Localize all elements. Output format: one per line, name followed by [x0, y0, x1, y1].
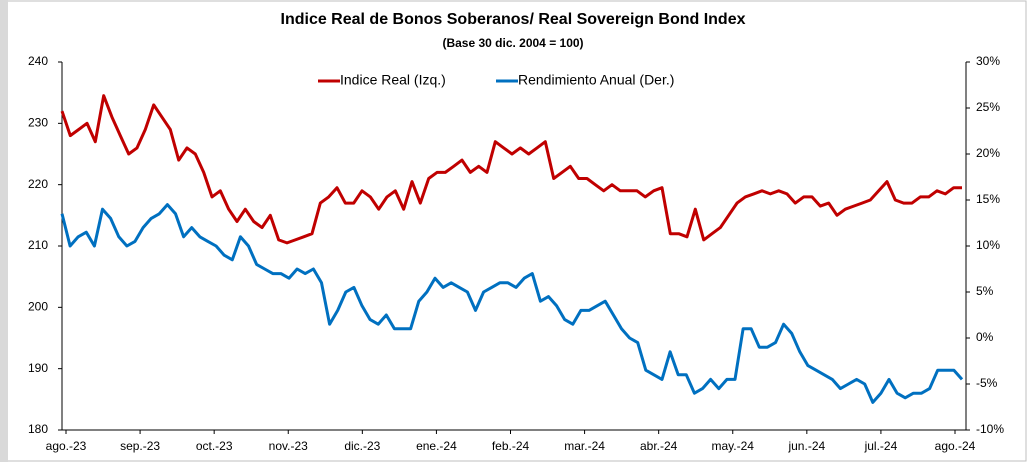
- x-tick-label: nov.-23: [269, 439, 308, 453]
- x-tick-label: may.-24: [712, 439, 755, 453]
- y2-tick-label: -5%: [976, 376, 998, 390]
- y2-tick-label: 10%: [976, 238, 1000, 252]
- x-tick-label: ene.-24: [416, 439, 457, 453]
- y2-tick-label: 15%: [976, 192, 1000, 206]
- y-tick-label: 190: [28, 361, 48, 375]
- legend-label: Indice Real (Izq.): [340, 72, 446, 88]
- legend-label: Rendimiento Anual (Der.): [518, 72, 674, 88]
- y2-tick-label: 30%: [976, 54, 1000, 68]
- y2-tick-label: -10%: [976, 422, 1004, 436]
- x-tick-label: ago.-24: [935, 439, 976, 453]
- x-tick-label: mar.-24: [564, 439, 605, 453]
- x-tick-label: dic.-23: [344, 439, 380, 453]
- y-tick-label: 210: [28, 238, 48, 252]
- x-tick-label: ago.-23: [46, 439, 87, 453]
- y-tick-label: 230: [28, 116, 48, 130]
- y-tick-label: 180: [28, 422, 48, 436]
- x-tick-label: abr.-24: [640, 439, 678, 453]
- chart-subtitle: (Base 30 dic. 2004 = 100): [442, 36, 583, 50]
- x-tick-label: oct.-23: [196, 439, 233, 453]
- series-line: [60, 203, 964, 404]
- y2-tick-label: 0%: [976, 330, 994, 344]
- y-tick-label: 220: [28, 177, 48, 191]
- chart-title: Indice Real de Bonos Soberanos/ Real Sov…: [281, 11, 746, 28]
- y2-tick-label: 5%: [976, 284, 994, 298]
- y2-tick-label: 25%: [976, 100, 1000, 114]
- series-line: [60, 94, 962, 245]
- y-tick-label: 240: [28, 54, 48, 68]
- y2-tick-label: 20%: [976, 146, 1000, 160]
- side-strip: [0, 0, 8, 462]
- x-tick-label: jun.-24: [787, 439, 825, 453]
- y-tick-label: 200: [28, 300, 48, 314]
- x-tick-label: sep.-23: [120, 439, 160, 453]
- x-tick-label: jul.-24: [864, 439, 898, 453]
- x-tick-label: feb.-24: [492, 439, 530, 453]
